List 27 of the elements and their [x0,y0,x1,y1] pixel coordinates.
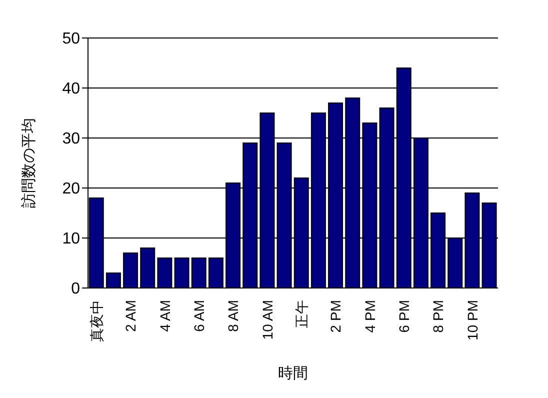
y-tick-label: 0 [71,280,80,298]
x-tick-label: 10 PM [464,300,480,340]
bar [140,248,156,288]
x-tick-label: 8 AM [225,300,242,332]
x-axis-title: 時間 [278,365,308,382]
x-tick-label: 正午 [294,300,310,328]
y-tick-label: 20 [62,180,80,198]
x-tick-label: 2 PM [328,300,344,333]
x-tick-label: 10 AM [259,300,276,340]
bar [123,252,138,288]
y-tick-label: 10 [62,230,80,248]
x-tick-label: 4 AM [156,300,173,332]
y-tick-label: 50 [62,30,80,48]
x-tick-label: 6 PM [396,300,412,333]
y-tick-label: 30 [62,130,80,148]
bar [106,272,121,288]
y-axis-title: 訪問数の平均 [20,118,38,208]
y-tick-label: 40 [62,80,80,98]
bar [208,258,224,288]
bar [157,258,172,288]
bar [191,258,206,288]
bar [174,258,190,288]
x-tick-label: 真夜中 [88,300,105,342]
x-tick-label: 2 AM [122,300,139,332]
x-tick-label: 6 AM [191,300,208,332]
x-tick-label: 8 PM [430,300,446,333]
x-tick-label: 4 PM [362,300,378,333]
